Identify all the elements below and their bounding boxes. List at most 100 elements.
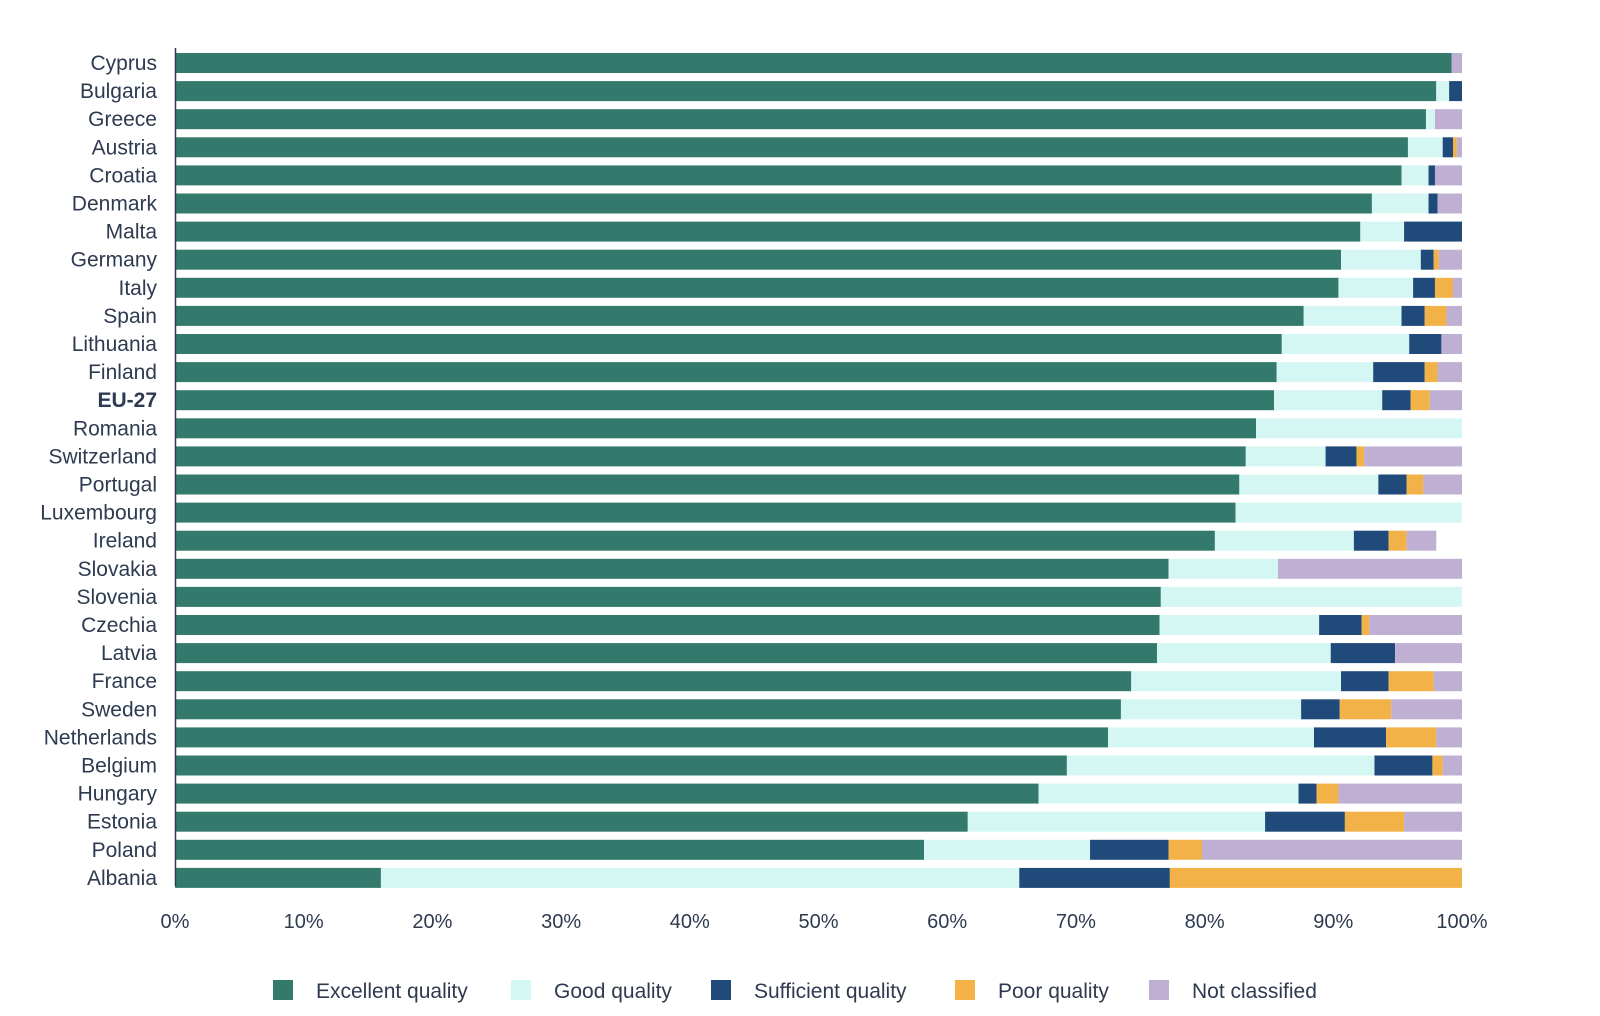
legend-swatch-poor-quality: [955, 980, 975, 1000]
bar-croatia-good-quality: [1401, 165, 1429, 186]
category-label-luxembourg: Luxembourg: [40, 502, 157, 525]
category-label-portugal: Portugal: [79, 474, 157, 497]
bar-latvia-good-quality: [1156, 643, 1331, 664]
bar-germany-not-classified: [1438, 249, 1462, 270]
bar-sweden-good-quality: [1120, 699, 1302, 720]
bar-spain-good-quality: [1303, 305, 1402, 326]
bar-poland-sufficient-quality: [1090, 839, 1169, 860]
bar-latvia-sufficient-quality: [1330, 643, 1396, 664]
bar-ireland-excellent-quality: [175, 530, 1215, 551]
bar-germany-sufficient-quality: [1420, 249, 1434, 270]
bar-france-excellent-quality: [175, 671, 1132, 692]
bar-austria-sufficient-quality: [1442, 137, 1453, 158]
bar-italy-excellent-quality: [175, 277, 1339, 298]
bar-ireland-poor-quality: [1388, 530, 1407, 551]
bar-czechia-sufficient-quality: [1319, 615, 1362, 635]
legend-label-good-quality: Good quality: [554, 980, 672, 1003]
bar-portugal-poor-quality: [1406, 474, 1424, 495]
category-label-bulgaria: Bulgaria: [80, 80, 157, 103]
bar-poland-good-quality: [924, 839, 1091, 860]
bar-finland-not-classified: [1437, 362, 1462, 383]
bar-italy-not-classified: [1452, 277, 1462, 298]
bar-estonia-not-classified: [1404, 811, 1462, 832]
bar-ireland-good-quality: [1214, 530, 1354, 551]
bar-eu-27-poor-quality: [1410, 390, 1430, 411]
bar-ireland-not-classified: [1406, 530, 1437, 551]
bar-greece-excellent-quality: [175, 109, 1426, 130]
bar-albania-good-quality: [380, 867, 1020, 888]
bar-finland-sufficient-quality: [1373, 362, 1425, 383]
category-label-greece: Greece: [88, 108, 157, 131]
legend-swatch-good-quality: [511, 980, 531, 1000]
bar-portugal-not-classified: [1423, 474, 1462, 495]
bar-slovakia-good-quality: [1168, 558, 1278, 579]
bar-luxembourg-good-quality: [1235, 502, 1462, 523]
category-label-albania: Albania: [87, 867, 157, 890]
category-label-poland: Poland: [92, 839, 157, 862]
bar-lithuania-excellent-quality: [175, 334, 1282, 354]
bar-sweden-poor-quality: [1339, 699, 1392, 720]
bar-czechia-poor-quality: [1361, 615, 1370, 635]
bar-eu-27-sufficient-quality: [1382, 390, 1411, 411]
bar-france-not-classified: [1433, 671, 1462, 692]
category-label-switzerland: Switzerland: [48, 445, 157, 468]
category-label-spain: Spain: [103, 305, 157, 328]
bar-luxembourg-excellent-quality: [175, 502, 1236, 523]
bar-austria-excellent-quality: [175, 137, 1408, 158]
bar-austria-poor-quality: [1452, 137, 1457, 158]
bar-switzerland-excellent-quality: [175, 446, 1246, 467]
bar-poland-not-classified: [1202, 839, 1462, 860]
x-tick-label: 60%: [927, 911, 967, 933]
bar-estonia-excellent-quality: [175, 811, 968, 832]
bar-italy-good-quality: [1338, 277, 1414, 298]
legend-swatch-excellent-quality: [273, 980, 293, 1000]
bar-malta-good-quality: [1360, 221, 1405, 242]
bar-slovenia-excellent-quality: [175, 586, 1161, 607]
bar-france-sufficient-quality: [1341, 671, 1389, 692]
bar-hungary-excellent-quality: [175, 783, 1039, 804]
bar-belgium-good-quality: [1066, 755, 1375, 776]
x-tick-label: 0%: [161, 911, 190, 933]
category-label-germany: Germany: [71, 249, 158, 272]
bar-romania-good-quality: [1256, 418, 1462, 439]
bar-denmark-excellent-quality: [175, 193, 1372, 214]
bar-lithuania-good-quality: [1281, 334, 1410, 354]
bar-spain-sufficient-quality: [1401, 305, 1425, 326]
category-label-cyprus: Cyprus: [90, 52, 157, 75]
bar-finland-poor-quality: [1424, 362, 1438, 383]
bar-italy-poor-quality: [1434, 277, 1453, 298]
bar-austria-good-quality: [1407, 137, 1443, 158]
bar-estonia-poor-quality: [1344, 811, 1405, 832]
legend: Excellent quality Good quality Sufficient …: [273, 980, 1317, 1003]
category-label-finland: Finland: [88, 361, 157, 384]
x-tick-label: 30%: [541, 911, 581, 933]
bar-eu-27-excellent-quality: [175, 390, 1275, 411]
bar-cyprus-not-classified: [1451, 53, 1462, 73]
bar-croatia-sufficient-quality: [1428, 165, 1435, 186]
bar-latvia-not-classified: [1395, 643, 1462, 664]
category-label-czechia: Czechia: [81, 614, 157, 637]
bar-belgium-sufficient-quality: [1374, 755, 1433, 776]
legend-swatch-not-classified: [1149, 980, 1169, 1000]
bar-slovakia-excellent-quality: [175, 558, 1169, 579]
x-tick-label: 20%: [412, 911, 452, 933]
x-tick-label: 50%: [798, 911, 838, 933]
category-label-austria: Austria: [92, 136, 158, 159]
bar-malta-excellent-quality: [175, 221, 1361, 242]
bar-germany-excellent-quality: [175, 249, 1342, 270]
bar-bulgaria-sufficient-quality: [1449, 81, 1462, 102]
bar-netherlands-poor-quality: [1386, 727, 1437, 748]
category-label-romania: Romania: [73, 417, 157, 440]
bar-romania-excellent-quality: [175, 418, 1257, 439]
bar-switzerland-sufficient-quality: [1325, 446, 1357, 467]
bar-denmark-sufficient-quality: [1428, 193, 1438, 214]
bar-belgium-poor-quality: [1432, 755, 1443, 776]
bar-malta-sufficient-quality: [1404, 221, 1462, 242]
legend-label-poor-quality: Poor quality: [998, 980, 1109, 1003]
legend-label-sufficient-quality: Sufficient quality: [754, 980, 907, 1003]
legend-label-not-classified: Not classified: [1192, 980, 1317, 1003]
category-label-malta: Malta: [106, 221, 158, 244]
bar-poland-excellent-quality: [175, 839, 925, 860]
category-label-lithuania: Lithuania: [72, 333, 158, 356]
